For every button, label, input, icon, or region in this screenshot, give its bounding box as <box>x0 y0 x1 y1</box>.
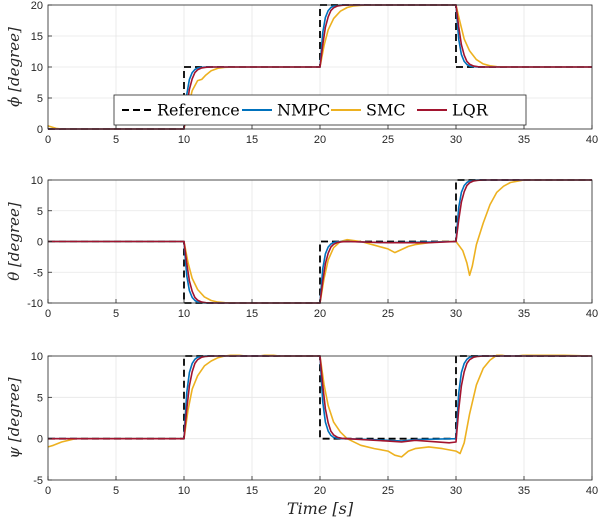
y-tick-label: -10 <box>27 298 43 310</box>
y-tick-label: 5 <box>37 206 43 218</box>
x-tick-label: 0 <box>45 485 51 497</box>
x-tick-label: 40 <box>586 485 598 497</box>
x-tick-label: 30 <box>450 308 462 320</box>
series-lqr-line <box>48 355 592 444</box>
x-tick-label: 25 <box>382 134 394 146</box>
y-tick-label: 20 <box>31 0 43 12</box>
series-nmpc-line <box>48 179 592 304</box>
series-smc-line <box>48 179 592 304</box>
y-tick-label: 10 <box>31 62 43 74</box>
series-nmpc-line <box>48 355 592 442</box>
y-tick-label: 5 <box>37 392 43 404</box>
x-tick-label: 40 <box>586 308 598 320</box>
y-axis-label: θ [degree] <box>5 202 23 281</box>
y-axis-label: ϕ [degree] <box>5 27 23 107</box>
x-tick-label: 15 <box>246 308 258 320</box>
x-tick-label: 5 <box>113 134 119 146</box>
y-tick-label: 0 <box>37 434 43 446</box>
x-tick-label: 25 <box>382 308 394 320</box>
x-tick-label: 10 <box>178 485 190 497</box>
x-tick-label: 20 <box>314 308 326 320</box>
y-tick-label: 10 <box>31 175 43 187</box>
legend-label-reference: Reference <box>157 101 240 120</box>
x-tick-label: 10 <box>178 308 190 320</box>
y-tick-label: 0 <box>37 124 43 136</box>
x-tick-label: 20 <box>314 485 326 497</box>
x-tick-label: 30 <box>450 485 462 497</box>
y-tick-label: 15 <box>31 31 43 43</box>
x-tick-label: 35 <box>518 308 530 320</box>
x-tick-label: 35 <box>518 485 530 497</box>
x-tick-label: 20 <box>314 134 326 146</box>
x-tick-label: 40 <box>586 134 598 146</box>
x-tick-label: 0 <box>45 308 51 320</box>
y-tick-label: 0 <box>37 237 43 249</box>
x-tick-label: 5 <box>113 485 119 497</box>
x-tick-label: 25 <box>382 485 394 497</box>
y-tick-label: -5 <box>33 267 43 279</box>
series-lqr-line <box>48 179 592 304</box>
subplot-2: 0 5 10 15 20 25 30 35 40 -10 -5 0 5 10 θ [degree] <box>5 175 598 320</box>
y-tick-label: 5 <box>37 93 43 105</box>
series-reference-line <box>48 355 592 440</box>
legend-label-lqr: LQR <box>452 101 489 120</box>
x-tick-label: 10 <box>178 134 190 146</box>
legend-box <box>113 94 527 126</box>
legend: Reference NMPC SMC LQR <box>113 94 527 126</box>
x-axis-label: Time [s] <box>287 499 354 518</box>
subplot-1: 0 5 10 15 20 25 30 35 40 0 5 10 15 20 ϕ [degree] Refere… <box>5 0 598 146</box>
y-axis-label: ψ [degree] <box>5 377 23 458</box>
series-reference-line <box>48 179 592 304</box>
series-smc-line <box>48 354 592 458</box>
x-tick-label: 15 <box>246 485 258 497</box>
x-tick-label: 30 <box>450 134 462 146</box>
series-lqr-line <box>48 4 592 130</box>
legend-label-smc: SMC <box>366 101 406 120</box>
y-tick-label: 10 <box>31 351 43 363</box>
x-tick-label: 0 <box>45 134 51 146</box>
y-tick-label: -5 <box>33 475 43 487</box>
series-nmpc-line <box>48 4 592 130</box>
x-tick-label: 15 <box>246 134 258 146</box>
x-tick-label: 5 <box>113 308 119 320</box>
legend-label-nmpc: NMPC <box>277 101 330 120</box>
x-tick-label: 35 <box>518 134 530 146</box>
